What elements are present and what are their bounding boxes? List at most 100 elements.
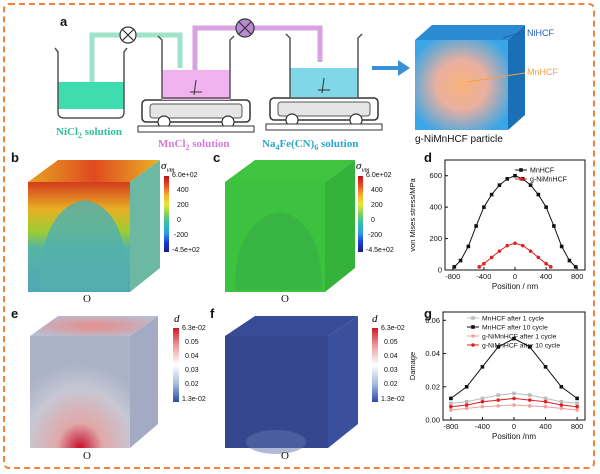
legend-marker	[519, 168, 523, 172]
particle-caption: g-NiMnHCF particle	[415, 134, 503, 145]
damage-tick: 0.03	[185, 367, 199, 374]
stress-tick: 6.0e+02	[172, 172, 198, 179]
x-tick-label: 0	[512, 422, 516, 431]
data-point	[449, 396, 453, 401]
damage-profile-chart: -800 -400 0 400 800 0.00 0.02 0.04 0.06 Position …	[408, 311, 586, 441]
data-point	[527, 398, 532, 402]
data-point	[528, 183, 533, 187]
origin-label-b: O	[83, 293, 91, 305]
stress-tick: 6.0e+02	[366, 172, 392, 179]
y-axis-label: Damage	[408, 352, 417, 380]
nicl2-solution-label: NiCl2 solution	[56, 126, 123, 141]
data-point	[452, 265, 457, 269]
damage-tick: 0.04	[185, 353, 199, 360]
data-point	[544, 205, 548, 209]
stress-tick: -4.5e+02	[172, 247, 200, 254]
stress-tick: -200	[174, 232, 189, 239]
stress-tick: -200	[368, 232, 383, 239]
data-point	[496, 345, 501, 349]
x-tick-label: -400	[476, 272, 491, 281]
x-tick-label: -800	[443, 422, 458, 431]
data-point	[527, 345, 532, 349]
data-point	[573, 265, 578, 269]
y-tick-label: 0	[438, 266, 442, 275]
data-point	[489, 255, 494, 260]
beaker-nicl2-icon	[54, 47, 128, 119]
data-point	[512, 391, 516, 396]
data-point	[559, 403, 564, 407]
panel-label-d: d	[424, 150, 432, 165]
cube-top-face	[225, 160, 355, 182]
data-point	[543, 399, 548, 404]
x-axis-label: Position /nm	[492, 432, 536, 441]
stirrer-plate-1-icon	[137, 99, 255, 133]
damage-tick: 0.04	[384, 353, 398, 360]
stress-colorbar	[164, 176, 169, 252]
data-point	[528, 249, 533, 253]
data-point	[520, 243, 525, 248]
data-point	[559, 406, 564, 411]
damage-map-g-nimnhcf	[225, 316, 358, 454]
y-tick-label: 0.02	[425, 382, 440, 391]
cube-front-face	[30, 336, 130, 448]
origin-label-e: O	[83, 450, 91, 462]
data-point	[474, 224, 478, 228]
y-tick-label: 200	[429, 234, 442, 243]
data-point	[449, 401, 453, 406]
data-point	[466, 244, 471, 249]
data-point	[480, 396, 485, 401]
x-tick-label: -800	[445, 272, 460, 281]
data-point	[497, 183, 502, 187]
damage-tick: 0.03	[384, 367, 398, 374]
origin-label-f: O	[281, 450, 289, 462]
data-point	[496, 393, 501, 397]
stress-tick: 0	[177, 217, 181, 224]
legend-marker	[471, 325, 475, 329]
damage-d-symbol: d	[174, 313, 180, 325]
cube-front-face	[225, 336, 328, 448]
data-point	[464, 399, 469, 404]
low-stress-region	[40, 200, 128, 290]
damage-tick: 0.05	[384, 339, 398, 346]
process-arrowhead-icon	[398, 60, 410, 76]
stress-map-mnhcf	[28, 160, 160, 292]
data-point	[449, 404, 453, 409]
data-point	[505, 177, 510, 181]
na4fecn6-solution-label: Na4Fe(CN)6 solution	[262, 138, 359, 153]
data-point	[559, 399, 564, 404]
cube-top-face	[30, 316, 158, 336]
data-point	[559, 244, 564, 249]
damage-tick: 0.02	[384, 381, 398, 388]
damage-tick: 0.05	[185, 339, 199, 346]
data-point	[536, 255, 541, 260]
data-point	[458, 258, 463, 263]
legend-label: g-NiMnHCF after 10 cycle	[482, 343, 560, 350]
cube-side-face	[130, 316, 158, 448]
damage-region	[246, 430, 306, 454]
data-point	[512, 336, 516, 341]
series-line	[478, 242, 552, 268]
x-tick-label: 800	[571, 272, 584, 281]
cube-side-face	[328, 316, 358, 448]
stress-profile-chart: -800 -400 0 400 800 0 200 400 600 Position / nm vo…	[408, 159, 586, 291]
stress-tick: 200	[177, 202, 189, 209]
beaker-mncl2-icon	[157, 35, 235, 100]
stress-tick: 400	[177, 187, 189, 194]
pump-2-icon	[235, 18, 255, 38]
panel-label-f: f	[210, 306, 215, 321]
stress-tick: 400	[371, 187, 383, 194]
beaker-na4fecn6-icon	[285, 33, 363, 99]
mnhcf-core-label: MnHCF	[527, 67, 558, 77]
legend-label: g-NiMnHCF after 1 cycle	[482, 334, 557, 341]
data-point	[489, 192, 494, 197]
stirrer-plate-2-icon	[265, 97, 383, 131]
x-axis-label: Position / nm	[492, 282, 539, 291]
data-point	[464, 403, 469, 407]
data-point	[536, 192, 541, 197]
data-point	[513, 241, 517, 246]
legend-marker	[471, 316, 475, 320]
legend-label: MnHCF after 10 cycle	[482, 325, 548, 332]
data-point	[548, 265, 553, 269]
figure-frame	[3, 3, 595, 469]
data-point	[575, 401, 579, 406]
